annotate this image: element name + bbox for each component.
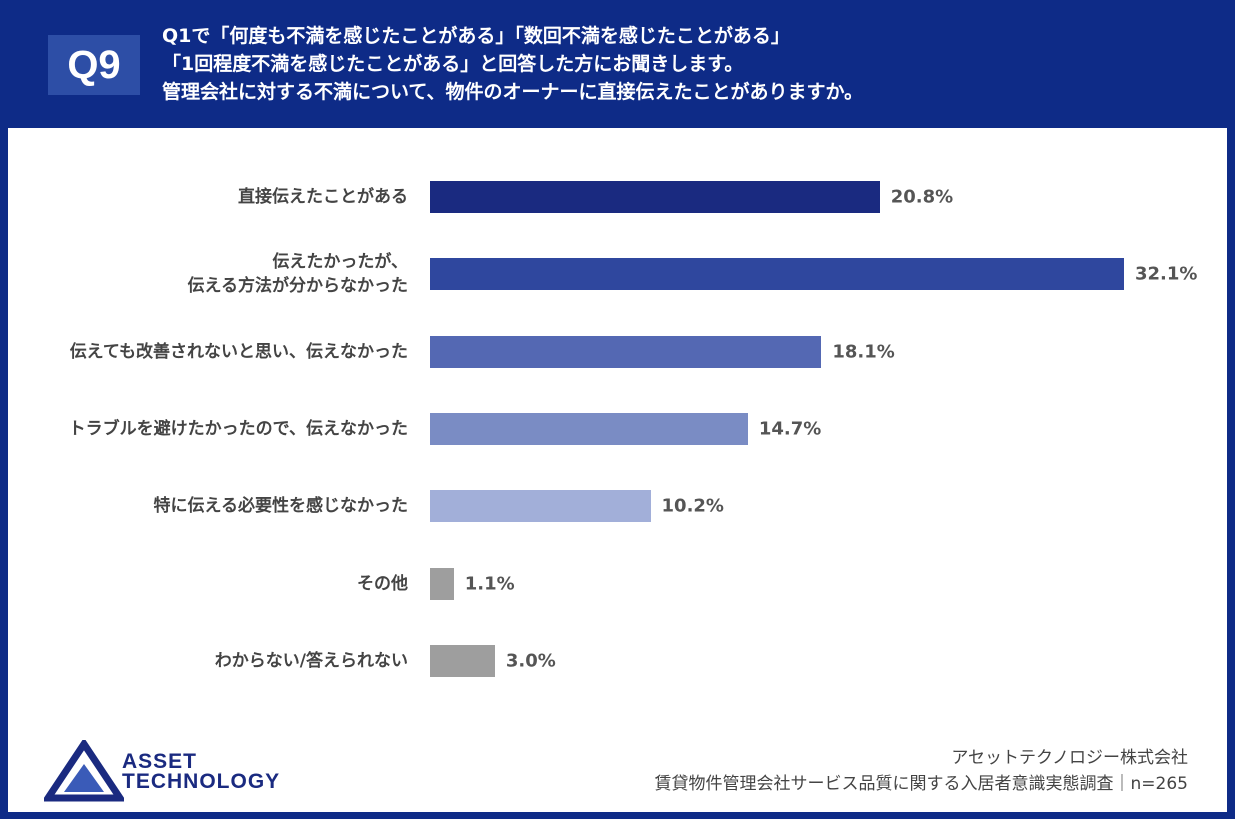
category-label: 伝えたかったが、 伝える方法が分からなかった xyxy=(187,252,409,297)
value-label: 10.2% xyxy=(661,495,724,517)
bar xyxy=(430,181,880,213)
question-text: Q1で「何度も不満を感じたことがある」「数回不満を感じたことがある」 「1回程度… xyxy=(162,22,863,106)
company: アセットテクノロジー株式会社 xyxy=(951,748,1188,768)
bar xyxy=(430,258,1124,291)
logo-line: ASSET xyxy=(122,750,198,773)
bar xyxy=(430,567,454,600)
value-label: 20.8% xyxy=(890,186,954,208)
category-label: その他 xyxy=(357,573,408,594)
category-label: 特に伝える必要性を感じなかった xyxy=(153,496,409,517)
value-label: 14.7% xyxy=(758,418,822,440)
chart-panel xyxy=(8,128,1227,812)
category-label: 伝えても改善されないと思い、伝えなかった xyxy=(69,341,408,362)
value-label: 1.1% xyxy=(464,573,515,594)
value-label: 3.0% xyxy=(505,650,556,672)
question-badge: Q9 xyxy=(48,35,140,95)
question-line: 「1回程度不満を感じたことがある」と回答した方にお聞きします。 xyxy=(162,53,744,75)
source: 賃貸物件管理会社サービス品質に関する入居者意識実態調査｜n=265 xyxy=(654,774,1188,794)
bar xyxy=(430,490,651,523)
bar xyxy=(430,412,748,445)
value-label: 18.1% xyxy=(832,341,895,363)
category-label: トラブルを避けたかったので、伝えなかった xyxy=(68,418,408,439)
bar xyxy=(430,644,495,677)
category-label: わからない/答えられない xyxy=(214,650,408,671)
question-line: 管理会社に対する不満について、物件のオーナーに直接伝えたことがありますか。 xyxy=(162,81,864,103)
logo-text: ASSET TECHNOLOGY xyxy=(122,750,281,793)
bar xyxy=(430,335,822,368)
logo-mark xyxy=(44,740,124,802)
footer-source: アセットテクノロジー株式会社 賃貸物件管理会社サービス品質に関する入居者意識実態… xyxy=(655,745,1188,797)
category-label: 直接伝えたことがある xyxy=(238,187,408,207)
value-label: 32.1% xyxy=(1135,263,1198,285)
logo-line: TECHNOLOGY xyxy=(122,770,281,793)
question-line: Q1で「何度も不満を感じたことがある」「数回不満を感じたことがある」 xyxy=(162,25,790,47)
header: Q9 Q1で「何度も不満を感じたことがある」「数回不満を感じたことがある」 「1… xyxy=(0,0,1235,128)
